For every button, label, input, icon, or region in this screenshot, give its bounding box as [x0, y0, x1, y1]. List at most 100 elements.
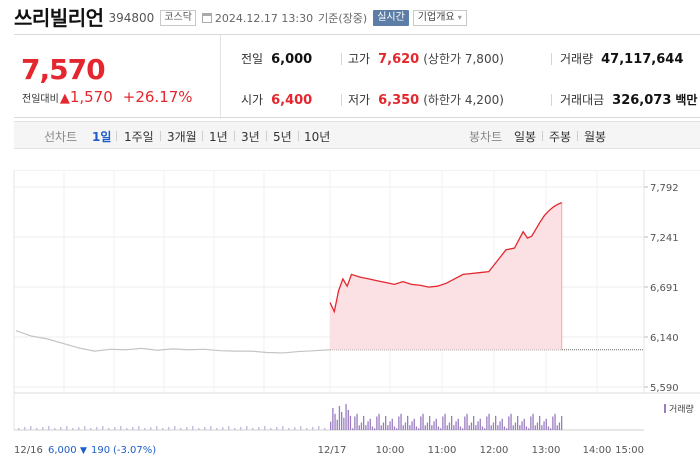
volume-bar [448, 422, 451, 430]
volume-bar [420, 416, 422, 430]
volume-bar [156, 426, 158, 430]
volume-bar [42, 427, 44, 430]
divider [202, 131, 203, 141]
paren-close: ) [499, 52, 504, 66]
up-arrow-icon: ▲ [59, 91, 70, 106]
volume-bar [258, 427, 260, 430]
tab-3m[interactable]: 3개월 [167, 130, 197, 144]
volume-bar [451, 415, 453, 430]
volume-bar [475, 425, 477, 430]
volume-bar [477, 421, 479, 430]
volume-bar [222, 427, 224, 430]
prev-day-change-pct: (-3.07%) [113, 445, 156, 456]
volume-bar [210, 426, 212, 430]
volume-bar [530, 416, 532, 430]
volume-bar [550, 428, 552, 430]
volume-bar [532, 413, 534, 430]
tab-daily[interactable]: 일봉 [514, 130, 537, 144]
x-tick-label: 13:00 [532, 445, 561, 456]
volume-bar [30, 426, 32, 430]
company-info-button[interactable]: 기업개요 ▾ [412, 9, 467, 26]
tab-monthly[interactable]: 월봉 [584, 130, 607, 144]
volume-bar [411, 421, 413, 430]
volume-bar [437, 426, 440, 430]
trade-value-value: 326,073 [612, 93, 672, 108]
volume-bar [552, 416, 554, 430]
paren-close: ) [499, 93, 504, 107]
volume-bar [547, 426, 550, 430]
divider [234, 131, 235, 141]
price-chart[interactable]: 7,792 7,241 6,691 6,140 5,590 거래량 12/16 12/17 10… [0, 170, 700, 463]
volume-bar [473, 415, 475, 430]
lower-limit-label: (하한가 [423, 93, 462, 107]
volume-bar [459, 426, 462, 430]
volume-bar [541, 425, 543, 430]
high-value: 7,620 [378, 52, 420, 67]
y-tick-label: 7,792 [650, 183, 679, 194]
trade-value-unit: 백만 [675, 93, 698, 107]
volume-bar [324, 428, 326, 430]
stock-code: 394800 [108, 11, 155, 25]
volume-bar [426, 422, 429, 430]
divider [160, 131, 161, 141]
tab-weekly[interactable]: 주봉 [549, 130, 572, 144]
volume-bar [234, 428, 236, 430]
volume-bar [108, 428, 110, 430]
divider [298, 131, 299, 141]
volume-bar [510, 413, 512, 430]
y-tick-label: 7,241 [650, 233, 679, 244]
volume-bar [72, 428, 74, 430]
upper-limit-value: 7,800 [464, 52, 500, 66]
volume-bar [455, 421, 457, 430]
volume-bar [60, 427, 62, 430]
volume-bar [514, 422, 517, 430]
volume-bar [352, 428, 354, 430]
volume: 거래량 47,117,644 [560, 50, 683, 67]
open-value: 6,400 [271, 93, 313, 108]
volume-bar [114, 427, 116, 430]
volume-bar [36, 428, 38, 430]
company-info-label: 기업개요 [417, 11, 455, 23]
tab-10y[interactable]: 10년 [304, 130, 331, 144]
volume-bar [376, 416, 378, 430]
volume-bar [387, 425, 389, 430]
volume-bar [554, 413, 556, 430]
x-tick-label: 12:00 [480, 445, 509, 456]
today-area-fill [330, 202, 562, 350]
volume-bar [488, 413, 490, 430]
stock-name[interactable]: 쓰리빌리언 [14, 5, 104, 30]
volume-bar [343, 417, 345, 430]
tab-1d[interactable]: 1일 [92, 130, 112, 144]
volume-bar [409, 425, 411, 430]
upper-limit: (상한가 7,800) [423, 50, 504, 67]
volume-bar [240, 427, 242, 430]
divider [577, 131, 578, 141]
volume-bar [84, 426, 86, 430]
volume-bar [369, 418, 371, 430]
prev-day-line [15, 330, 331, 354]
open-label: 시가 [241, 93, 264, 107]
prev-day-close: 6,000 [48, 445, 77, 456]
volume-bar [558, 422, 561, 430]
volume-bar [415, 426, 418, 430]
volume-bar [356, 413, 358, 430]
volume-label: 거래량 [560, 52, 594, 66]
y-tick-label: 6,140 [650, 333, 679, 344]
volume-bar [349, 415, 352, 430]
trade-value-label: 거래대금 [560, 93, 605, 107]
price-summary: 7,570 전일대비 ▲ 1,570 +26.17% 전일 6,000 고가 7… [14, 34, 700, 119]
volume-bar [418, 428, 420, 430]
volume-bar [393, 426, 396, 430]
volume-value: 47,117,644 [601, 52, 684, 67]
volume-bar [517, 415, 519, 430]
realtime-button[interactable]: 실시간 [373, 9, 409, 26]
volume-bar [354, 416, 356, 430]
tab-1w[interactable]: 1주일 [124, 130, 154, 144]
volume-bar [174, 426, 176, 430]
tab-1y[interactable]: 1년 [209, 130, 228, 144]
open-price: 시가 6,400 [241, 91, 312, 108]
tab-3y[interactable]: 3년 [241, 130, 260, 144]
volume-bar [422, 413, 424, 430]
tab-5y[interactable]: 5년 [273, 130, 292, 144]
divider [341, 53, 342, 65]
